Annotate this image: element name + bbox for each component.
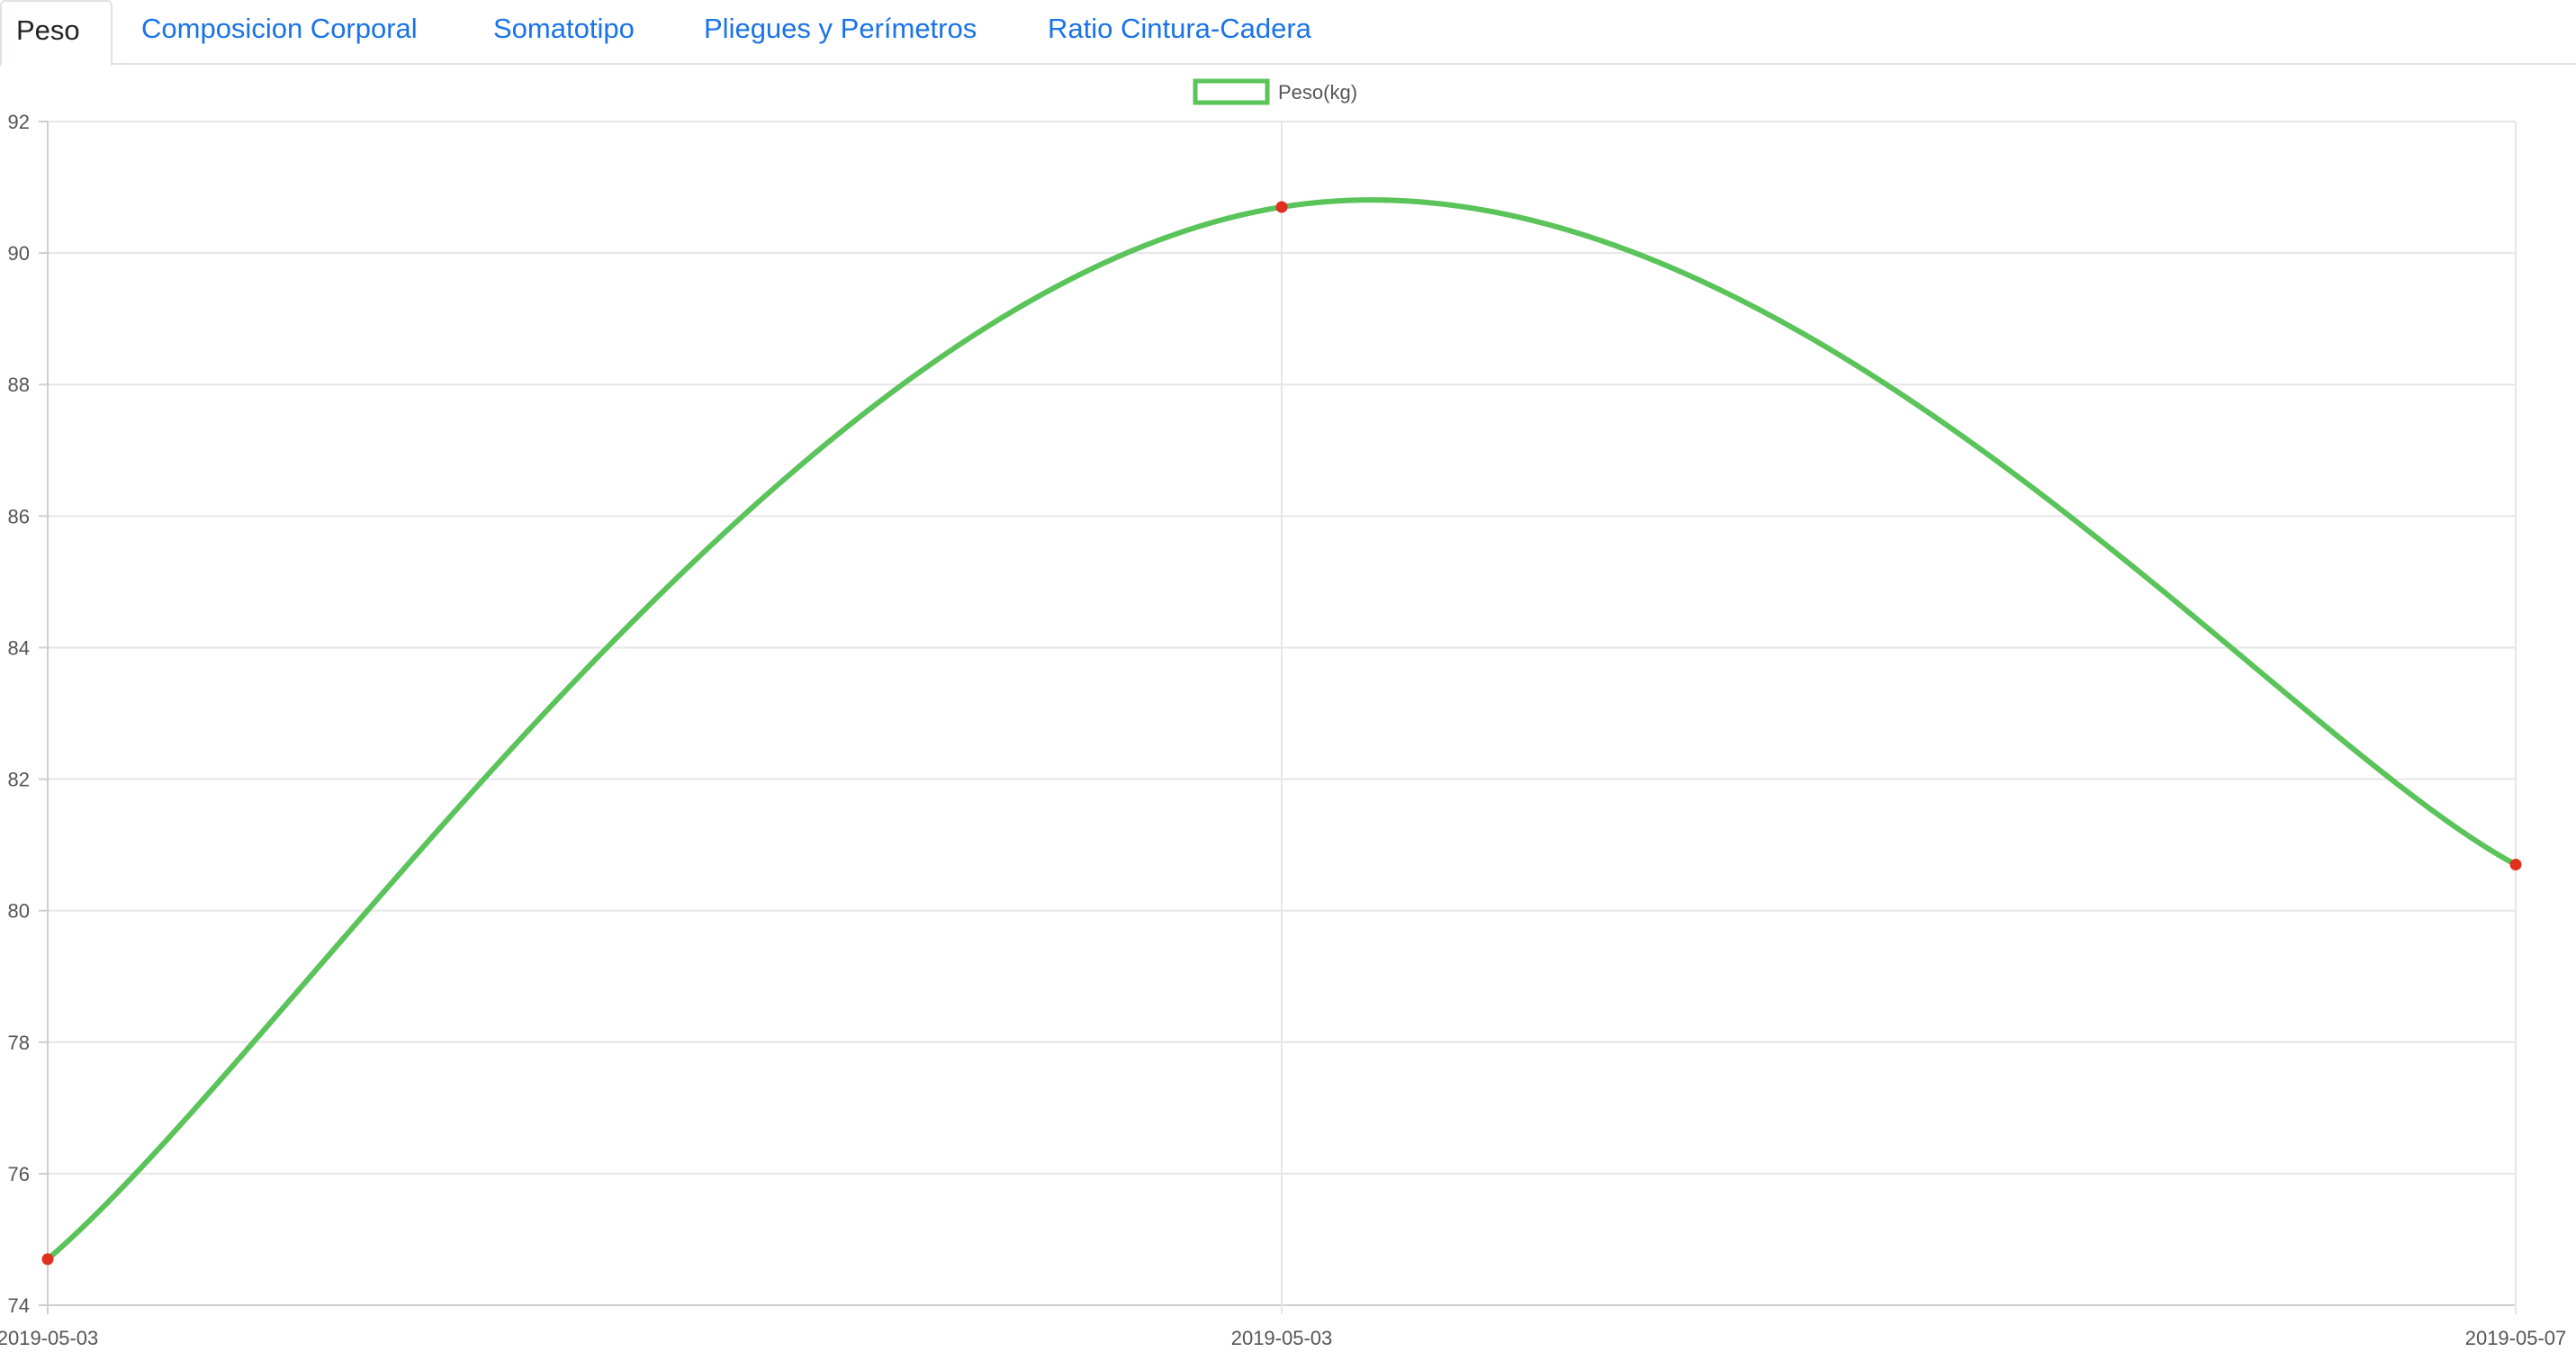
data-point[interactable] bbox=[1275, 201, 1288, 213]
y-tick-label: 86 bbox=[8, 505, 30, 527]
y-tick-label: 88 bbox=[8, 374, 30, 396]
data-point[interactable] bbox=[41, 1253, 54, 1266]
y-tick-label: 90 bbox=[8, 242, 30, 265]
tab-bar: Peso Composicion Corporal Somatotipo Pli… bbox=[0, 0, 2576, 67]
data-point[interactable] bbox=[2509, 859, 2522, 871]
y-tick-label: 84 bbox=[8, 636, 30, 659]
weight-chart: 74 76 78 80 82 84 86 88 90 92 2019-05-03 2019-05-03… bbox=[0, 78, 2567, 1349]
y-tick-label: 78 bbox=[8, 1032, 30, 1054]
x-tick-label: 2019-05-03 bbox=[0, 1327, 98, 1349]
tab-somatotipo[interactable]: Somatotipo bbox=[493, 13, 635, 44]
y-tick-label: 76 bbox=[8, 1163, 30, 1185]
legend-label[interactable]: Peso(kg) bbox=[1278, 81, 1357, 104]
legend-swatch[interactable] bbox=[1193, 78, 1270, 105]
y-tick-label: 74 bbox=[8, 1294, 30, 1317]
x-tick-label: 2019-05-03 bbox=[1231, 1327, 1333, 1349]
y-tick-label: 82 bbox=[8, 769, 30, 791]
tab-pliegues-y-perimetros[interactable]: Pliegues y Perímetros bbox=[704, 13, 977, 44]
tab-composicion-corporal[interactable]: Composicion Corporal bbox=[141, 13, 418, 44]
x-tick-label: 2019-05-07 bbox=[2465, 1327, 2567, 1349]
tab-ratio-cintura-cadera[interactable]: Ratio Cintura-Cadera bbox=[1048, 13, 1311, 44]
tab-peso[interactable]: Peso bbox=[0, 0, 113, 67]
y-tick-label: 92 bbox=[8, 111, 30, 133]
y-tick-label: 80 bbox=[8, 900, 30, 923]
